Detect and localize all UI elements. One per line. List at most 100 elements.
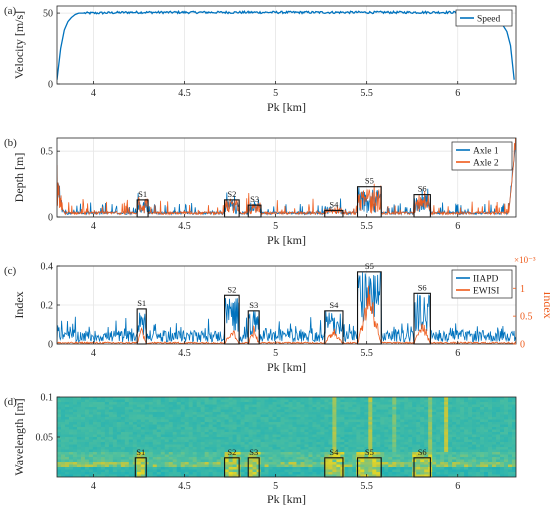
heatmap-cell [364,407,369,411]
heatmap-cell [312,439,318,443]
heatmap-cell [188,454,194,458]
heatmap-cell [248,417,254,421]
x-axis-label: Pk [km] [267,360,306,374]
heatmap-cell [272,409,278,413]
heatmap-cell [244,457,250,461]
heatmap-cell [76,442,82,446]
heatmap-cell [376,429,381,433]
heatmap-cell [440,414,445,418]
heatmap-cell [76,397,82,401]
heatmap-cell [348,432,353,436]
heatmap-cell [72,399,78,403]
heatmap-cell [60,459,66,463]
heatmap-cell [504,444,509,448]
heatmap-cell [452,469,457,473]
heatmap-cell [276,459,282,463]
heatmap-cell [140,472,146,476]
heatmap-cell [184,427,190,431]
heatmap-cell [92,439,98,443]
heatmap-cell [192,472,198,476]
heatmap-cell [380,432,385,436]
heatmap-cell [96,437,102,441]
heatmap-cell [476,427,481,431]
heatmap-cell [424,417,429,421]
heatmap-cell [488,409,493,413]
heatmap-cell [512,399,516,403]
heatmap-cell [320,469,326,473]
heatmap-cell [356,462,361,466]
heatmap-cell [464,397,469,401]
heatmap-cell [244,462,250,466]
heatmap-cell [244,424,250,428]
heatmap-cell [368,459,373,463]
heatmap-cell [468,402,473,406]
heatmap-cell [448,457,453,461]
heatmap-cell [400,404,405,408]
heatmap-cell [292,472,298,476]
heatmap-cell [416,444,421,448]
heatmap-cell [60,452,66,456]
heatmap-cell [452,437,457,441]
heatmap-cell [300,467,306,471]
heatmap-cell [408,459,413,463]
heatmap-cell [268,419,274,423]
heatmap-cell [344,447,349,451]
heatmap-cell [480,432,485,436]
heatmap-cell [260,422,266,426]
heatmap-cell [244,419,250,423]
heatmap-cell [404,404,409,408]
heatmap-cell [484,464,489,468]
heatmap-cell [104,424,110,428]
heatmap-cell [88,444,94,448]
heatmap-cell [68,474,74,477]
heatmap-cell [252,412,258,416]
heatmap-cell [324,409,330,413]
heatmap-cell [72,404,78,408]
heatmap-cell [60,449,66,453]
heatmap-cell [248,454,254,458]
heatmap-cell [84,399,90,403]
heatmap-cell [316,472,322,476]
heatmap-cell [476,452,481,456]
heatmap-cell [128,467,134,471]
heatmap-cell [112,397,118,401]
x-tick-label: 5.5 [360,221,373,232]
heatmap-cell [104,444,110,448]
legend-entry: Axle 1 [473,147,499,157]
heatmap-cell [120,467,126,471]
heatmap-cell [320,429,326,433]
heatmap-cell [164,444,170,448]
heatmap-cell [108,449,114,453]
heatmap-cell [396,469,401,473]
heatmap-cell [220,464,226,468]
heatmap-cell [57,432,62,436]
heatmap-cell [364,449,369,453]
heatmap-cell [368,469,373,473]
y-tick-label: 0.5 [41,147,54,158]
heatmap-cell [384,407,389,411]
heatmap-cell [152,469,158,473]
heatmap-cell [140,422,146,426]
heatmap-cell [132,442,138,446]
heatmap-cell [496,424,501,428]
heatmap-cell [500,467,505,471]
heatmap-cell [76,424,82,428]
heatmap-cell [392,457,397,461]
heatmap-cell [116,459,122,463]
heatmap-cell [136,454,142,458]
heatmap-cell [104,469,110,473]
heatmap-cell [324,464,330,468]
heatmap-cell [428,419,433,423]
heatmap-cell [160,439,166,443]
heatmap-cell [388,467,393,471]
heatmap-cell [164,402,170,406]
heatmap-cell [400,469,405,473]
heatmap-cell [284,464,290,468]
heatmap-cell [272,397,278,401]
heatmap-cell [140,397,146,401]
heatmap-cell [428,439,433,443]
heatmap-cell [264,454,270,458]
heatmap-cell [57,419,62,423]
heatmap-cell [284,454,290,458]
heatmap-cell [468,427,473,431]
